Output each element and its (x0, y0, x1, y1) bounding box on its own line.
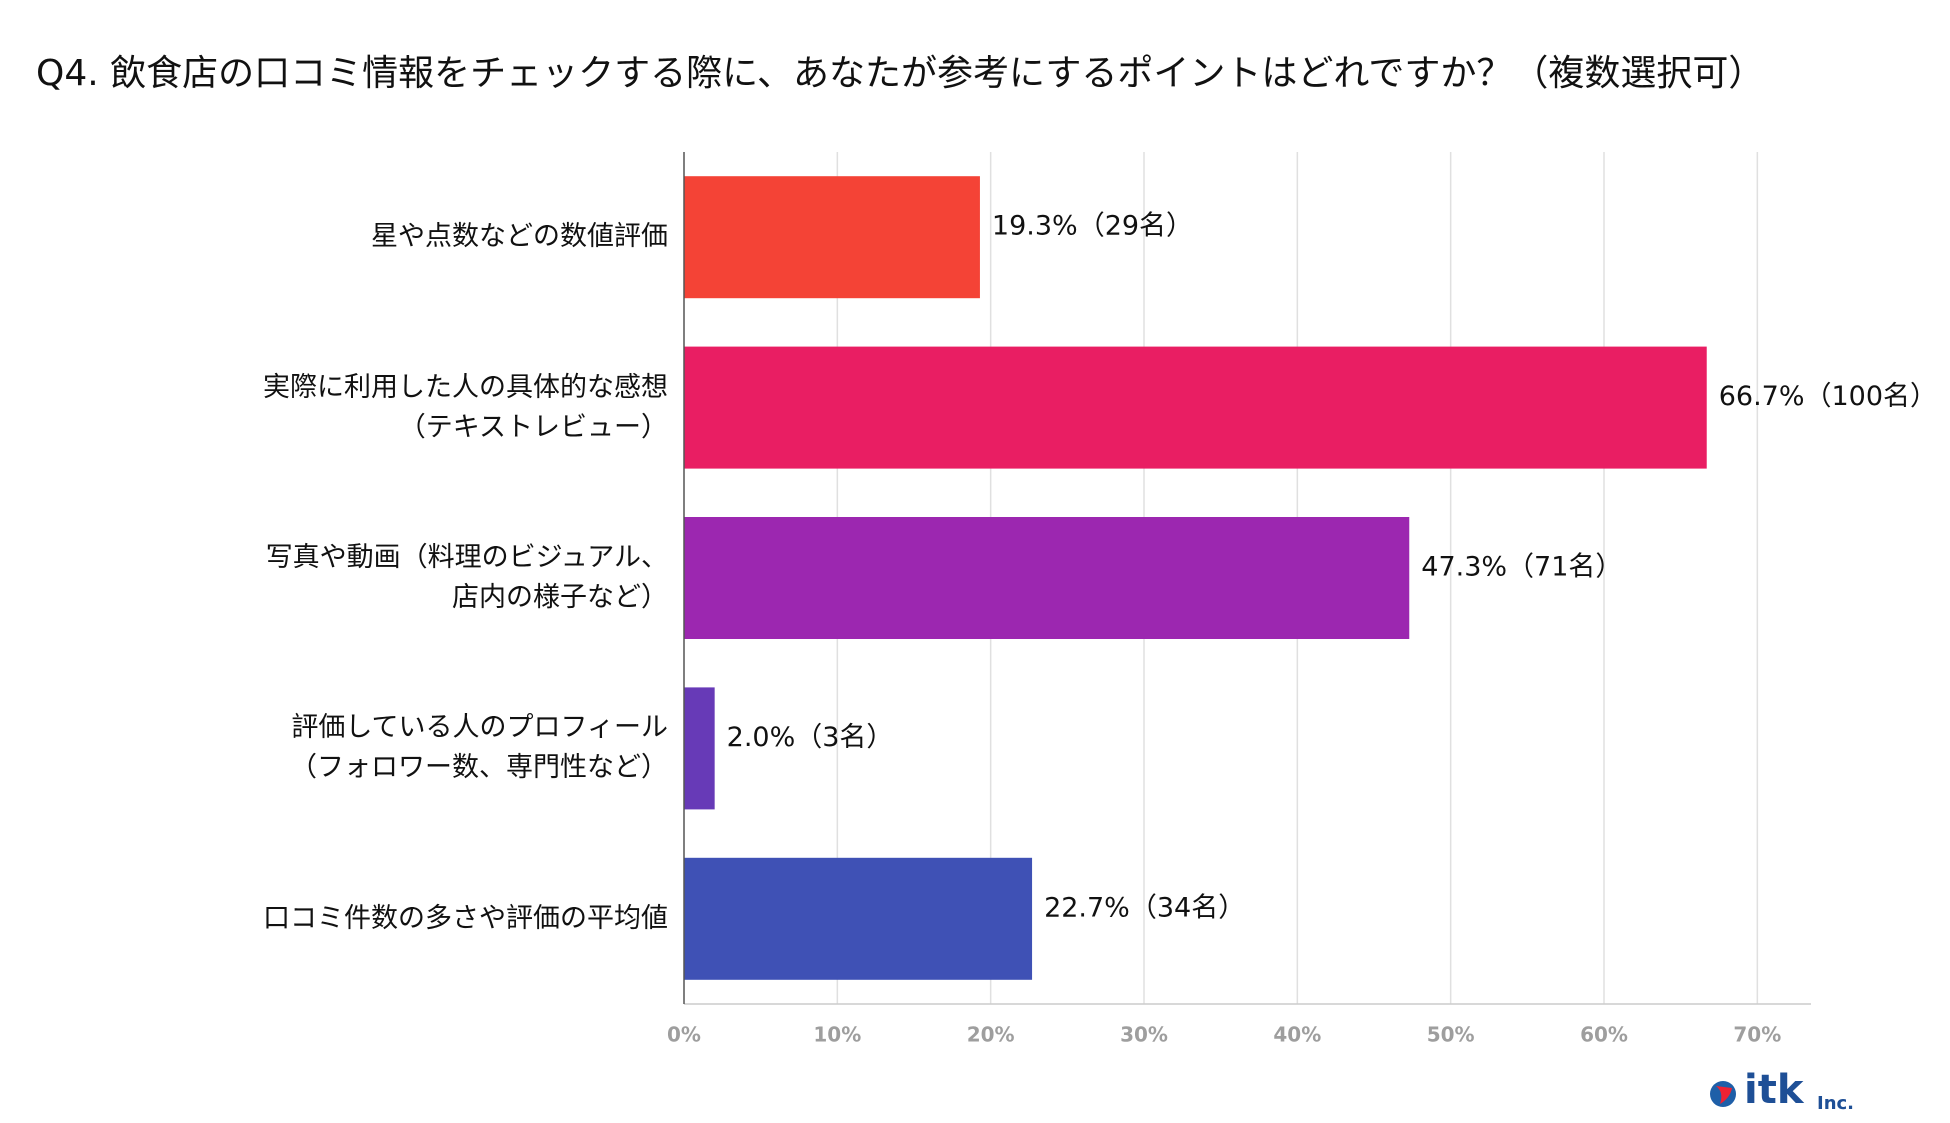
category-label: 実際に利用した人の具体的な感想 （テキストレビュー） (263, 371, 668, 443)
value-label: 19.3%（29名） (992, 211, 1193, 242)
x-tick-label: 50% (1427, 1023, 1475, 1047)
x-tick-label: 20% (967, 1023, 1015, 1047)
chart-title: Q4. 飲食店の口コミ情報をチェックする際に、あなたが参考にするポイントはどれで… (36, 53, 1765, 94)
bar (684, 857, 1033, 980)
bar (684, 176, 980, 299)
logo-text: itk (1744, 1067, 1805, 1113)
value-label: 47.3%（71名） (1421, 552, 1622, 583)
bar (684, 517, 1410, 639)
bar (684, 687, 715, 810)
category-label: 写真や動画（料理のビジュアル、 店内の様子など） (265, 542, 668, 613)
bar (684, 346, 1707, 469)
value-label: 22.7%（34名） (1044, 892, 1245, 923)
category-label: 評価している人のプロフィール （フォロワー数、専門性など） (290, 712, 668, 784)
x-tick-label: 0% (667, 1023, 701, 1047)
logo-icon-accent (1716, 1086, 1732, 1104)
x-tick-label: 40% (1273, 1023, 1321, 1047)
x-tick-label: 30% (1120, 1023, 1168, 1047)
category-label: 星や点数などの数値評価 (371, 221, 668, 253)
x-tick-label: 10% (813, 1023, 861, 1047)
category-label: 口コミ件数の多さや評価の平均値 (263, 902, 668, 934)
x-tick-label: 70% (1733, 1023, 1781, 1047)
x-tick-label: 60% (1580, 1023, 1628, 1047)
value-label: 66.7%（100名） (1719, 381, 1937, 412)
value-label: 2.0%（3名） (727, 722, 894, 753)
logo-suffix: Inc. (1817, 1093, 1854, 1114)
